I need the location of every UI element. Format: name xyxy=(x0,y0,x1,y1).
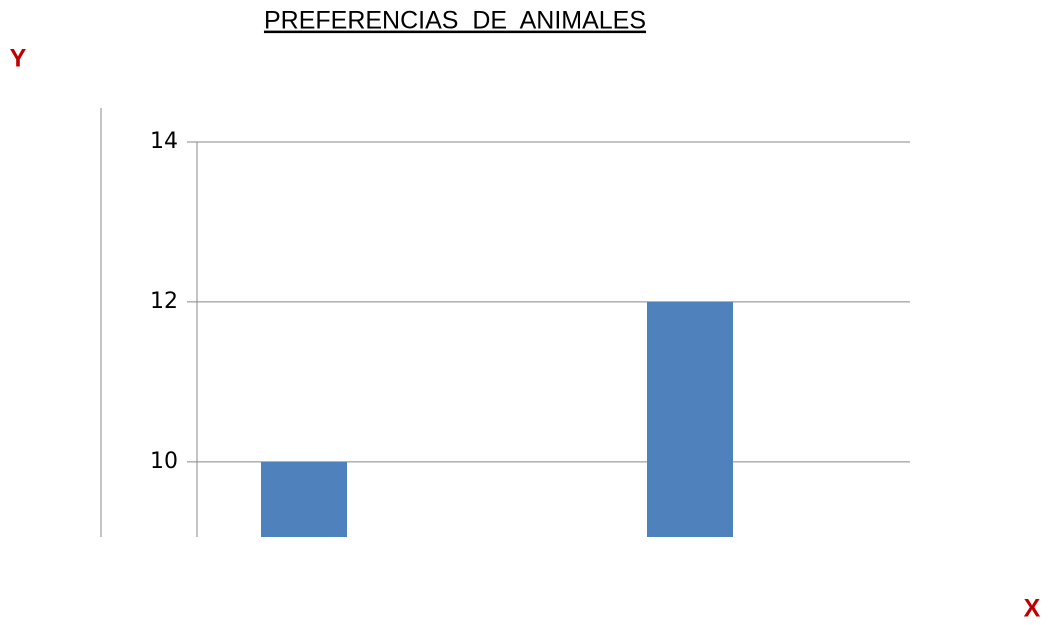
bar xyxy=(647,301,733,537)
chart-title: PREFERENCIAS DE ANIMALES xyxy=(264,7,646,35)
y-tick-label: 12 xyxy=(150,289,178,314)
y-axis-label: Y xyxy=(10,45,27,73)
y-tick-label: 10 xyxy=(150,449,178,474)
x-axis-label: X xyxy=(1024,595,1041,623)
y-tick-label: 14 xyxy=(150,129,178,154)
bar xyxy=(261,461,347,537)
